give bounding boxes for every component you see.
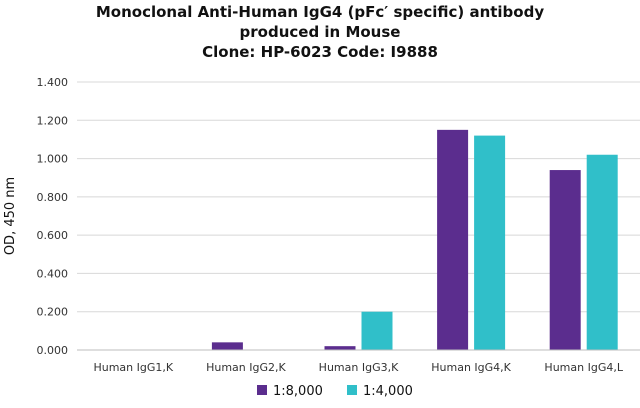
x-axis-category-labels: Human IgG1,K Human IgG2,K Human IgG3,K Huma… — [93, 361, 623, 374]
chart-title-line-1: Monoclonal Anti-Human IgG4 (pFc′ specifi… — [96, 3, 544, 21]
bar-series-2 — [361, 311, 393, 350]
chart-title-line-3: Clone: HP-6023 Code: I9888 — [202, 43, 438, 61]
x-category-label: Human IgG4,K — [431, 361, 511, 374]
y-tick-label: 0.800 — [37, 191, 69, 204]
y-tick-label: 0.600 — [37, 229, 69, 242]
bar-series-1 — [549, 170, 581, 350]
bar-series-1 — [211, 342, 243, 350]
legend: 1:8,000 1:4,000 — [257, 384, 413, 399]
y-axis-ticks: 0.000 0.200 0.400 0.600 0.800 1.000 1.200 1.400 — [37, 76, 69, 357]
legend-swatch — [347, 385, 357, 395]
chart-title: Monoclonal Anti-Human IgG4 (pFc′ specifi… — [96, 3, 544, 61]
bars — [211, 129, 618, 350]
y-tick-label: 0.000 — [37, 344, 69, 357]
y-tick-label: 1.200 — [37, 114, 69, 127]
bar-series-2 — [474, 135, 506, 350]
bar-series-1 — [437, 129, 469, 350]
x-category-label: Human IgG1,K — [93, 361, 173, 374]
legend-swatch — [257, 385, 267, 395]
legend-label: 1:4,000 — [363, 384, 413, 399]
y-tick-label: 1.400 — [37, 76, 69, 89]
chart-title-line-2: produced in Mouse — [240, 23, 401, 41]
x-category-label: Human IgG4,L — [544, 361, 623, 374]
y-tick-label: 0.200 — [37, 306, 69, 319]
bar-series-1 — [324, 346, 356, 350]
gridlines — [77, 81, 640, 313]
x-category-label: Human IgG2,K — [206, 361, 286, 374]
y-tick-label: 1.000 — [37, 153, 69, 166]
y-axis-title: OD, 450 nm — [3, 177, 18, 255]
bar-series-2 — [586, 154, 618, 350]
x-category-label: Human IgG3,K — [319, 361, 399, 374]
legend-label: 1:8,000 — [273, 384, 323, 399]
y-tick-label: 0.400 — [37, 267, 69, 280]
